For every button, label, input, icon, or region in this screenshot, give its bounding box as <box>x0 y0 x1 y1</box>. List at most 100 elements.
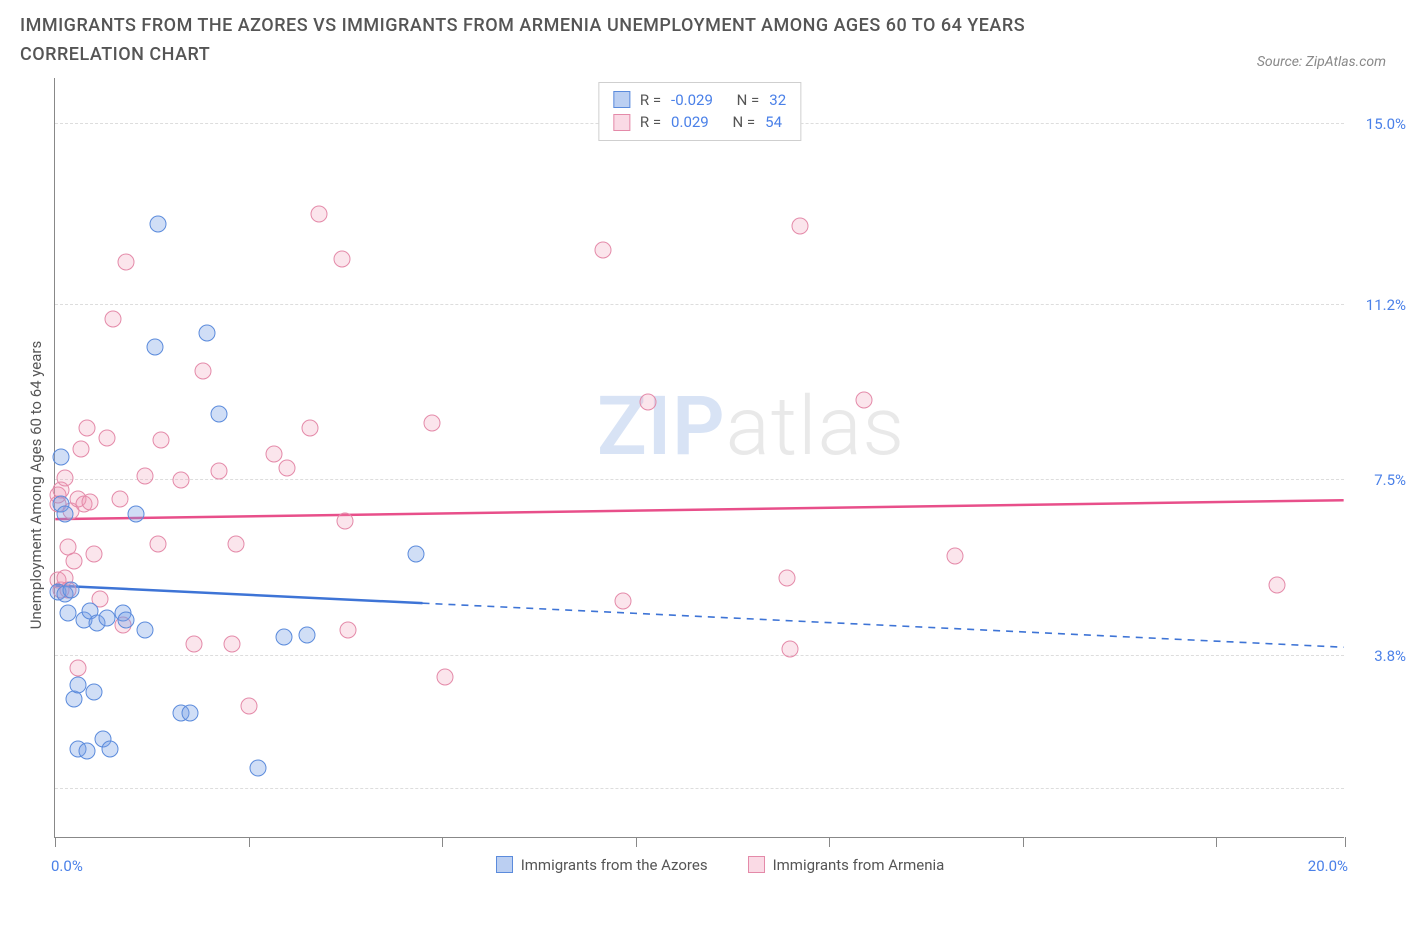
stats-blue-n: 32 <box>769 89 786 112</box>
legend-label-blue: Immigrants from the Azores <box>521 856 708 874</box>
data-point-pink <box>117 253 134 270</box>
data-point-pink <box>782 640 799 657</box>
legend-swatch-blue-icon <box>496 856 513 873</box>
data-point-pink <box>301 420 318 437</box>
data-point-pink <box>137 467 154 484</box>
stats-legend-box: R = -0.029 N = 32 R = 0.029 N = 54 <box>598 82 801 141</box>
y-tick-label: 7.5% <box>1350 471 1406 489</box>
swatch-pink-icon <box>613 114 630 131</box>
stats-blue-r: -0.029 <box>671 89 713 112</box>
x-tick <box>829 837 830 847</box>
data-point-pink <box>240 697 257 714</box>
data-point-pink <box>98 429 115 446</box>
watermark-atlas: atlas <box>726 379 905 475</box>
data-point-pink <box>340 621 357 638</box>
data-point-blue <box>117 612 134 629</box>
trend-line <box>55 585 422 603</box>
gridline <box>55 479 1344 480</box>
data-point-pink <box>779 569 796 586</box>
data-point-blue <box>275 629 292 646</box>
data-point-pink <box>211 462 228 479</box>
data-point-blue <box>56 505 73 522</box>
data-point-pink <box>72 441 89 458</box>
x-tick <box>442 837 443 847</box>
x-tick <box>249 837 250 847</box>
x-tick <box>1216 837 1217 847</box>
data-point-blue <box>137 621 154 638</box>
swatch-blue-icon <box>613 91 630 108</box>
legend-item-blue: Immigrants from the Azores <box>496 856 708 874</box>
data-point-blue <box>211 405 228 422</box>
data-point-pink <box>69 659 86 676</box>
source-attribution: Source: ZipAtlas.com <box>1257 54 1386 70</box>
y-tick-label: 3.8% <box>1350 647 1406 665</box>
watermark-zip: ZIP <box>597 379 726 475</box>
data-point-blue <box>53 448 70 465</box>
data-point-blue <box>408 545 425 562</box>
data-point-pink <box>266 446 283 463</box>
data-point-blue <box>298 626 315 643</box>
data-point-pink <box>56 469 73 486</box>
data-point-blue <box>101 740 118 757</box>
data-point-pink <box>279 460 296 477</box>
data-point-blue <box>69 676 86 693</box>
trend-line <box>55 500 1343 519</box>
data-point-blue <box>79 743 96 760</box>
data-point-blue <box>198 325 215 342</box>
data-point-pink <box>334 251 351 268</box>
data-point-pink <box>150 536 167 553</box>
data-point-blue <box>182 705 199 722</box>
legend-item-pink: Immigrants from Armenia <box>748 856 945 874</box>
data-point-pink <box>227 536 244 553</box>
trend-line <box>423 603 1344 647</box>
data-point-pink <box>79 420 96 437</box>
x-tick <box>1345 837 1346 847</box>
data-point-pink <box>595 241 612 258</box>
gridline <box>55 304 1344 305</box>
stats-r-label: R = <box>640 89 661 112</box>
x-axis-min-label: 0.0% <box>51 857 83 875</box>
data-point-pink <box>640 393 657 410</box>
gridline <box>55 655 1344 656</box>
legend-swatch-pink-icon <box>748 856 765 873</box>
data-point-pink <box>437 669 454 686</box>
stats-n-label: N = <box>732 111 755 134</box>
legend-label-pink: Immigrants from Armenia <box>773 856 945 874</box>
data-point-pink <box>185 636 202 653</box>
data-point-blue <box>250 759 267 776</box>
chart-title: IMMIGRANTS FROM THE AZORES VS IMMIGRANTS… <box>20 12 1140 70</box>
y-axis-label: Unemployment Among Ages 60 to 64 years <box>27 340 45 628</box>
stats-pink-r: 0.029 <box>671 111 709 134</box>
stats-row-pink: R = 0.029 N = 54 <box>613 111 786 134</box>
chart-container: Unemployment Among Ages 60 to 64 years Z… <box>20 78 1386 874</box>
stats-pink-n: 54 <box>765 111 782 134</box>
data-point-pink <box>946 548 963 565</box>
data-point-pink <box>85 545 102 562</box>
data-point-blue <box>63 581 80 598</box>
trend-lines-layer <box>55 78 1344 837</box>
x-tick <box>636 837 637 847</box>
data-point-blue <box>59 605 76 622</box>
data-point-pink <box>791 218 808 235</box>
data-point-pink <box>111 491 128 508</box>
data-point-pink <box>66 553 83 570</box>
data-point-pink <box>424 415 441 432</box>
data-point-blue <box>66 690 83 707</box>
data-point-pink <box>195 363 212 380</box>
data-point-pink <box>105 310 122 327</box>
gridline <box>55 788 1344 789</box>
data-point-blue <box>150 215 167 232</box>
x-tick <box>55 837 56 847</box>
data-point-pink <box>82 493 99 510</box>
data-point-pink <box>172 472 189 489</box>
data-point-pink <box>856 391 873 408</box>
scatter-plot: ZIPatlas R = -0.029 N = 32 R = 0.029 N = <box>54 78 1344 838</box>
data-point-blue <box>85 683 102 700</box>
legend-bottom: Immigrants from the Azores Immigrants fr… <box>54 856 1386 874</box>
data-point-pink <box>614 593 631 610</box>
data-point-blue <box>127 505 144 522</box>
x-axis-max-label: 20.0% <box>1308 857 1348 875</box>
stats-row-blue: R = -0.029 N = 32 <box>613 89 786 112</box>
data-point-pink <box>337 512 354 529</box>
data-point-pink <box>224 636 241 653</box>
